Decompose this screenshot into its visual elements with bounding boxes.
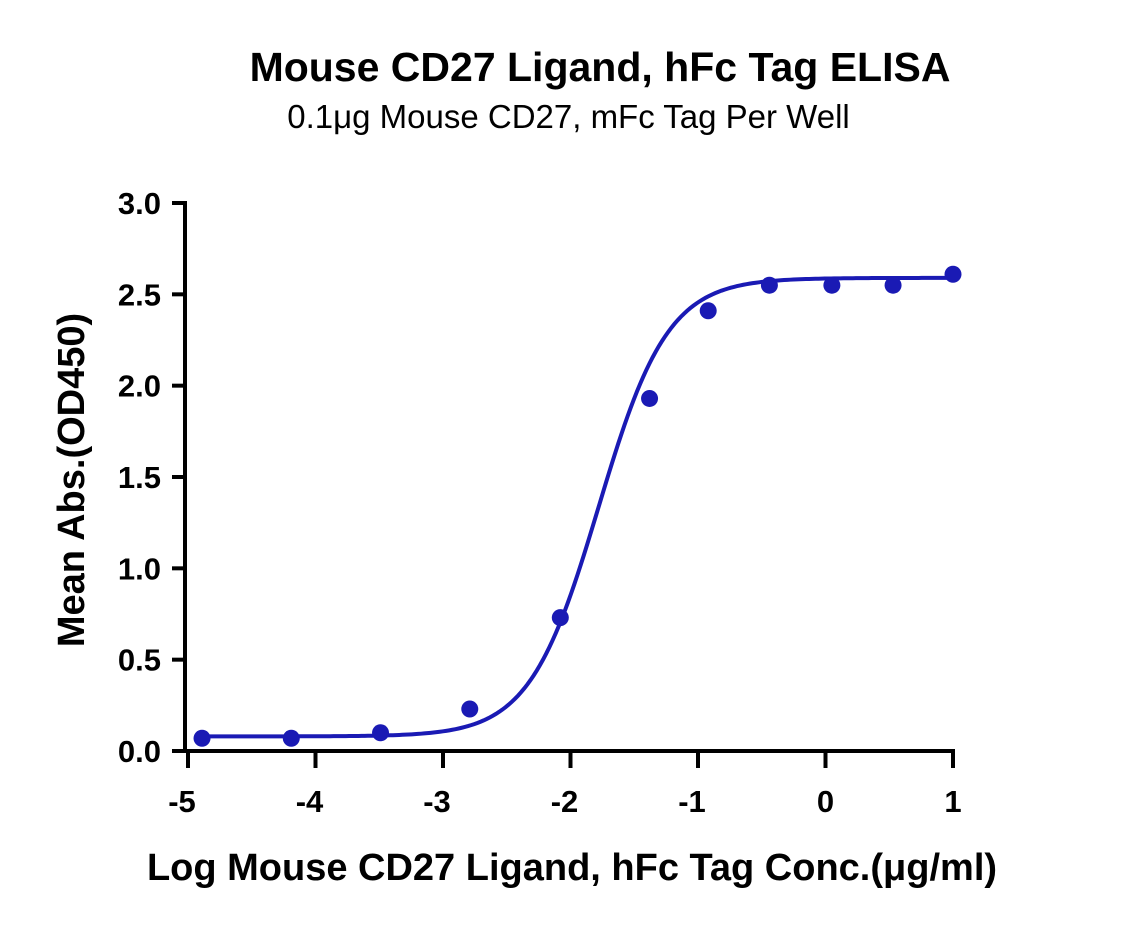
y-tick-label: 0.0	[118, 734, 161, 769]
x-tick-label: -1	[678, 784, 706, 819]
data-point	[551, 609, 569, 627]
y-tick-label: 0.5	[118, 643, 161, 678]
x-tick-label: -2	[551, 784, 579, 819]
data-point	[944, 265, 962, 283]
x-axis-title: Log Mouse CD27 Ligand, hFc Tag Conc.(μg/…	[147, 847, 997, 889]
data-point	[699, 302, 717, 320]
data-point	[641, 389, 659, 407]
x-tick-label: 0	[817, 784, 834, 819]
y-tick-label: 3.0	[118, 186, 161, 221]
y-tick-label: 2.5	[118, 277, 161, 312]
data-point	[372, 724, 390, 742]
fit-curve	[202, 275, 953, 739]
y-tick-label: 2.0	[118, 369, 161, 404]
data-points	[193, 265, 962, 747]
data-point	[193, 729, 211, 747]
data-point	[884, 276, 902, 294]
y-axis-title: Mean Abs.(OD450)	[51, 313, 93, 647]
data-point	[461, 700, 479, 718]
y-tick-label: 1.0	[118, 551, 161, 586]
x-tick-label: 1	[944, 784, 961, 819]
y-tick-label: 1.5	[118, 460, 161, 495]
x-ticks: -5 -4 -3 -2 -1 0 1	[168, 751, 962, 819]
data-point	[760, 276, 778, 294]
chart-subtitle: 0.1μg Mouse CD27, mFc Tag Per Well	[287, 98, 850, 135]
chart-title: Mouse CD27 Ligand, hFc Tag ELISA	[249, 44, 951, 90]
x-tick-label: -5	[168, 784, 196, 819]
x-tick-label: -4	[296, 784, 324, 819]
data-point	[282, 729, 300, 747]
y-ticks: 0.0 0.5 1.0 1.5 2.0 2.5 3.0	[118, 186, 185, 769]
data-point	[823, 276, 841, 294]
x-tick-label: -3	[423, 784, 451, 819]
